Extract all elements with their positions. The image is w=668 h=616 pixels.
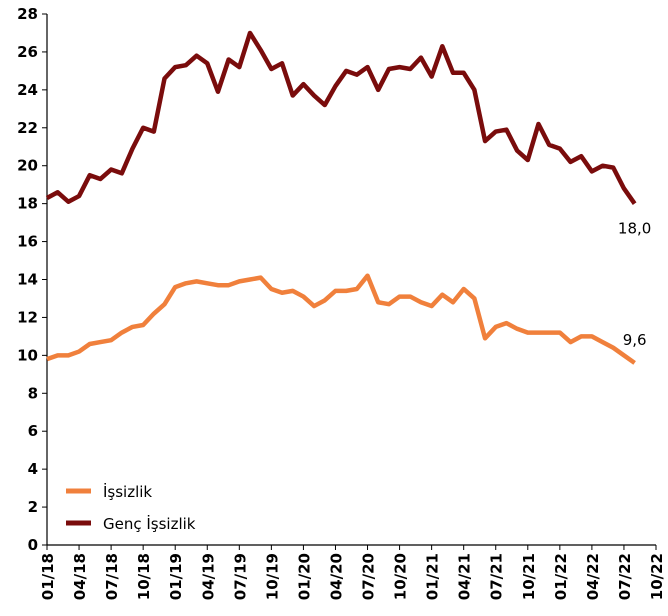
x-tick-label: 04/19 [199, 553, 217, 600]
data-label: 9,6 [623, 331, 647, 349]
y-tick-label: 22 [17, 119, 38, 137]
y-tick-label: 10 [17, 346, 38, 364]
y-tick-label: 6 [28, 422, 38, 440]
y-tick-label: 20 [17, 157, 38, 175]
y-tick-label: 2 [28, 498, 38, 516]
x-tick-label: 01/22 [552, 553, 570, 600]
x-tick-label: 10/19 [263, 553, 281, 600]
x-tick-label: 10/20 [392, 553, 410, 600]
y-tick-label: 28 [17, 5, 38, 23]
x-tick-label: 01/19 [167, 553, 185, 600]
x-tick-label: 07/19 [231, 553, 249, 600]
y-tick-label: 12 [17, 308, 38, 326]
x-tick-label: 07/22 [616, 553, 634, 600]
data-label: 18,0 [618, 220, 651, 238]
y-tick-label: 4 [28, 460, 38, 478]
y-tick-label: 16 [17, 233, 38, 251]
x-tick-label: 04/21 [456, 553, 474, 600]
x-tick-label: 10/22 [648, 553, 666, 600]
x-tick-label: 01/20 [295, 553, 313, 600]
legend-label: Genç İşsizlik [103, 514, 196, 533]
line [46, 273, 636, 365]
y-tick-label: 8 [28, 384, 38, 402]
x-tick-label: 10/21 [520, 553, 538, 600]
x-tick-label: 01/18 [39, 553, 57, 600]
y-tick-label: 18 [17, 195, 38, 213]
y-tick-label: 26 [17, 43, 38, 61]
x-tick-label: 04/20 [327, 553, 345, 600]
legend-label: İşsizlik [103, 482, 152, 501]
x-tick-label: 07/18 [103, 553, 121, 600]
x-tick-label: 10/18 [135, 553, 153, 600]
x-tick-label: 04/18 [71, 553, 89, 600]
x-tick-label: 07/21 [488, 553, 506, 600]
x-tick-label: 01/21 [424, 553, 442, 600]
y-tick-label: 24 [17, 81, 38, 99]
y-tick-label: 0 [28, 536, 38, 554]
x-tick-label: 07/20 [360, 553, 378, 600]
y-tick-label: 14 [17, 271, 38, 289]
line [45, 30, 637, 205]
x-tick-label: 04/22 [584, 553, 602, 600]
